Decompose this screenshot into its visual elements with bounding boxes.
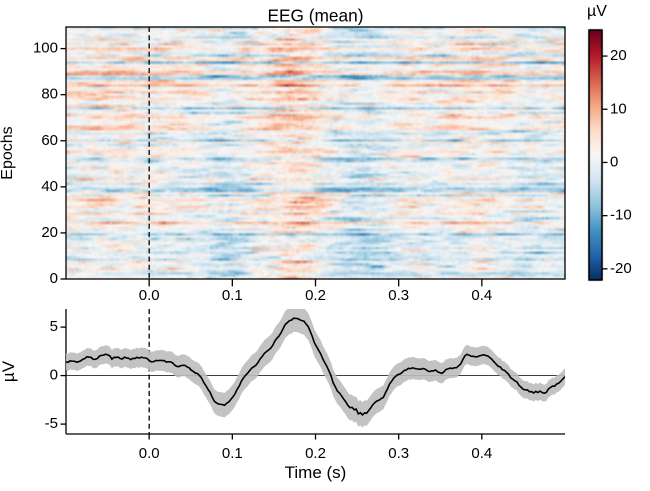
svg-text:0.2: 0.2 [305, 445, 326, 462]
svg-text:0.0: 0.0 [139, 287, 160, 304]
svg-text:Time (s): Time (s) [285, 463, 347, 482]
svg-text:100: 100 [33, 40, 58, 57]
svg-text:0.3: 0.3 [388, 287, 409, 304]
svg-text:0.4: 0.4 [471, 445, 492, 462]
svg-text:0.1: 0.1 [222, 287, 243, 304]
svg-text:0.2: 0.2 [305, 287, 326, 304]
svg-text:0.4: 0.4 [471, 287, 492, 304]
svg-text:-20: -20 [610, 260, 632, 277]
svg-text:µV: µV [587, 3, 607, 20]
svg-text:60: 60 [41, 132, 58, 149]
svg-text:0: 0 [50, 270, 58, 287]
svg-text:EEG (mean): EEG (mean) [267, 6, 363, 26]
svg-text:0.3: 0.3 [388, 445, 409, 462]
svg-text:-10: -10 [610, 207, 632, 224]
svg-text:40: 40 [41, 178, 58, 195]
svg-text:Epochs: Epochs [0, 126, 16, 179]
svg-text:µV: µV [0, 360, 18, 382]
svg-text:-5: -5 [45, 415, 58, 432]
svg-text:20: 20 [610, 47, 627, 64]
svg-text:80: 80 [41, 86, 58, 103]
svg-text:0.0: 0.0 [139, 445, 160, 462]
svg-text:20: 20 [41, 224, 58, 241]
svg-text:0: 0 [610, 153, 618, 170]
svg-text:5: 5 [50, 318, 58, 335]
svg-text:0: 0 [50, 367, 58, 384]
svg-text:0.1: 0.1 [222, 445, 243, 462]
svg-text:10: 10 [610, 100, 627, 117]
